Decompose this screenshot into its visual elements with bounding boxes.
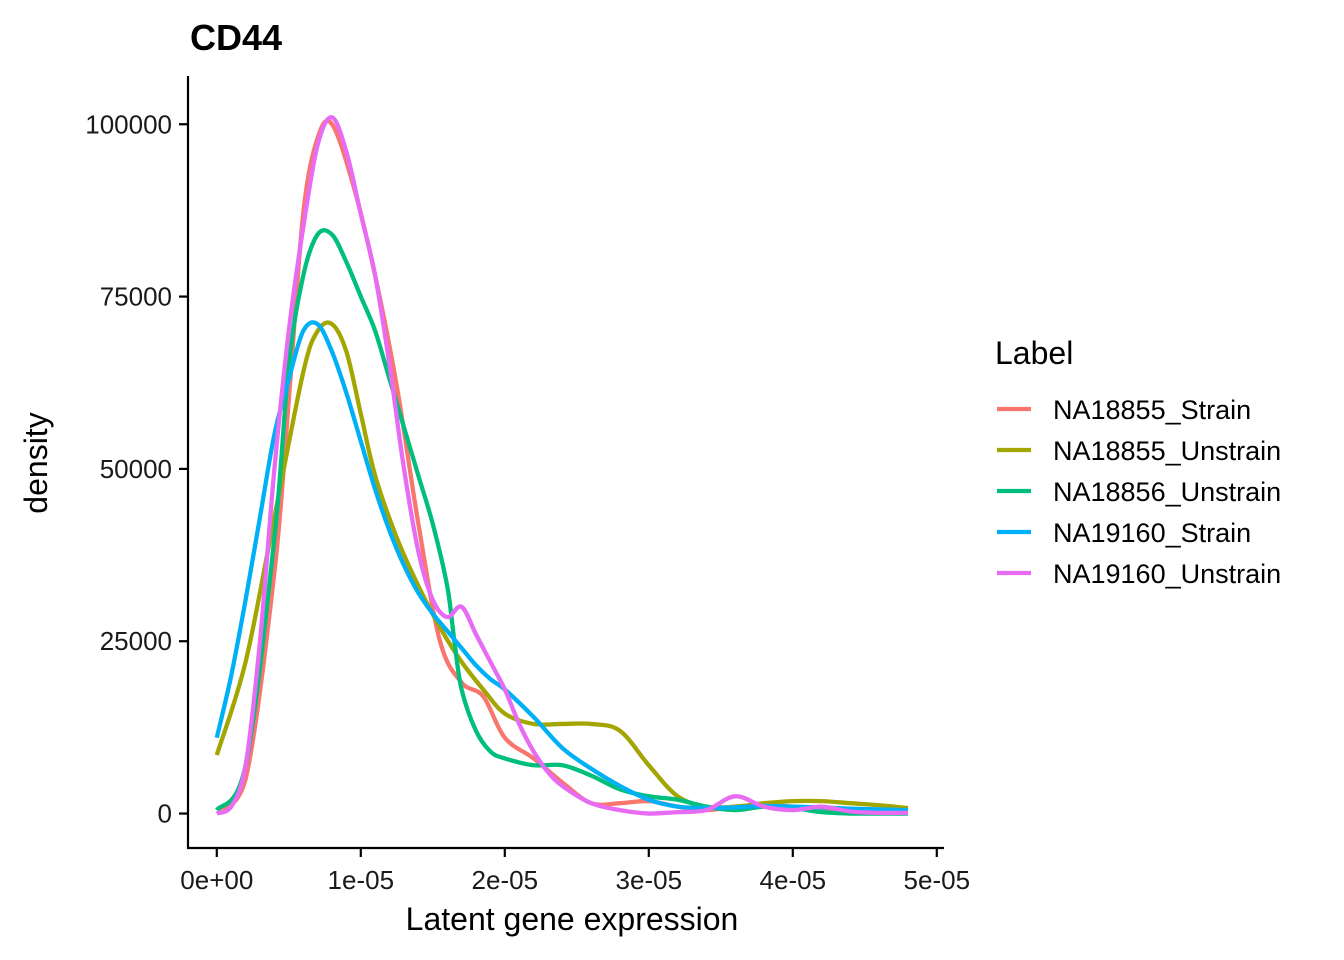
- x-tick-label: 5e-05: [904, 865, 971, 895]
- y-tick-label: 25000: [100, 626, 172, 656]
- legend-label: NA19160_Unstrain: [1053, 559, 1281, 589]
- series-line-na19160-unstrain: [215, 115, 909, 816]
- legend-label: NA18855_Strain: [1053, 395, 1251, 425]
- legend: Label NA18855_StrainNA18855_UnstrainNA18…: [995, 335, 1281, 589]
- legend-label: NA18856_Unstrain: [1053, 477, 1281, 507]
- legend-item-na19160-unstrain: NA19160_Unstrain: [997, 559, 1281, 589]
- y-axis-title: density: [18, 412, 54, 513]
- y-tick-label: 75000: [100, 282, 172, 312]
- legend-item-na18855-unstrain: NA18855_Unstrain: [997, 436, 1281, 466]
- y-axis-ticks: 0 25000 50000 75000 100000: [85, 109, 188, 829]
- y-tick-label: 100000: [85, 109, 172, 139]
- x-axis-ticks: 0e+00 1e-05 2e-05 3e-05 4e-05 5e-05: [180, 848, 970, 895]
- legend-label: NA19160_Strain: [1053, 518, 1251, 548]
- chart-title: CD44: [190, 17, 282, 58]
- legend-item-na19160-strain: NA19160_Strain: [997, 518, 1251, 548]
- plot-area: 0e+00 1e-05 2e-05 3e-05 4e-05 5e-05 0 25000 500…: [85, 76, 970, 895]
- legend-item-na18855-strain: NA18855_Strain: [997, 395, 1251, 425]
- series-line-na19160-strain: [214, 320, 909, 813]
- x-tick-label: 3e-05: [616, 865, 683, 895]
- series-lines: [214, 115, 909, 816]
- series-line-na18855-unstrain: [214, 320, 909, 811]
- series-line-na18856-unstrain: [214, 228, 908, 816]
- series-line-na18855-strain: [215, 118, 909, 815]
- x-tick-label: 2e-05: [472, 865, 539, 895]
- legend-item-na18856-unstrain: NA18856_Unstrain: [997, 477, 1281, 507]
- legend-label: NA18855_Unstrain: [1053, 436, 1281, 466]
- x-tick-label: 1e-05: [328, 865, 395, 895]
- y-tick-label: 0: [158, 799, 172, 829]
- legend-title: Label: [995, 335, 1073, 371]
- x-axis-title: Latent gene expression: [406, 901, 739, 937]
- y-tick-label: 50000: [100, 454, 172, 484]
- x-tick-label: 4e-05: [760, 865, 827, 895]
- legend-items: NA18855_Strain NA18855_Unstrain NA18856_Un…: [997, 395, 1281, 589]
- x-tick-label: 0e+00: [180, 865, 253, 895]
